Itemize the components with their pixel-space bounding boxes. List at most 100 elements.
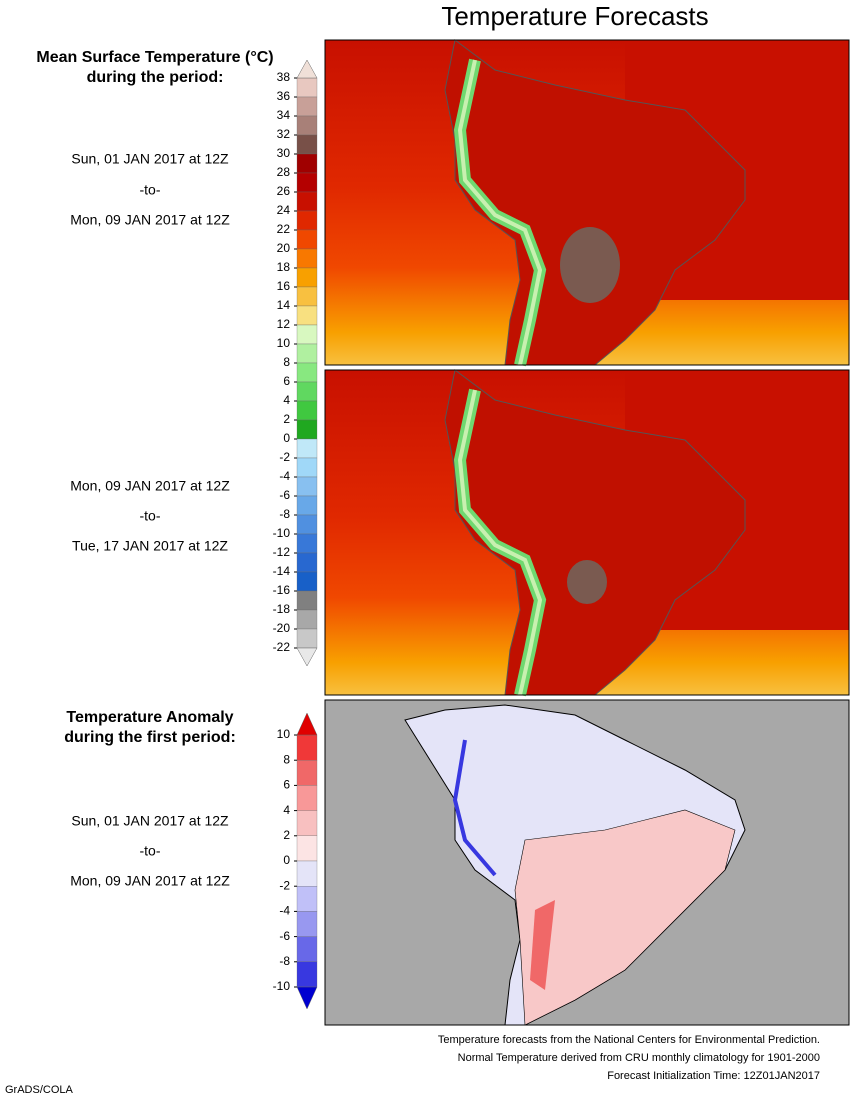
color-bin <box>296 248 318 269</box>
tick-label: -18 <box>273 602 291 616</box>
over-arrow <box>296 59 318 79</box>
tick-label: 16 <box>277 279 291 293</box>
color-bin <box>296 533 318 554</box>
tick-label: 2 <box>283 412 290 426</box>
color-bin <box>296 514 318 535</box>
color-bin <box>296 286 318 307</box>
map-panel-1 <box>325 40 849 365</box>
tick-label: 4 <box>283 803 290 817</box>
color-bin <box>296 911 318 937</box>
tick-label: -4 <box>279 904 290 918</box>
credit: GrADS/COLA <box>5 1084 74 1096</box>
legend-heading: Temperature Anomaly <box>66 709 233 726</box>
color-bin <box>296 115 318 136</box>
period-end: Tue, 17 JAN 2017 at 12Z <box>72 538 228 554</box>
color-bin <box>296 590 318 611</box>
color-bin <box>296 362 318 383</box>
tick-label: 24 <box>277 203 291 217</box>
color-bin <box>296 134 318 155</box>
color-bin <box>296 552 318 573</box>
tick-label: -6 <box>279 488 290 502</box>
tick-label: 6 <box>283 778 290 792</box>
tick-label: 0 <box>283 431 290 445</box>
tick-label: -2 <box>279 878 290 892</box>
color-bin <box>296 961 318 988</box>
period-separator: -to- <box>140 508 161 524</box>
period-start: Sun, 01 JAN 2017 at 12Z <box>71 813 229 829</box>
color-bin <box>296 191 318 212</box>
color-bin <box>296 457 318 478</box>
tick-label: -12 <box>273 545 291 559</box>
period-end: Mon, 09 JAN 2017 at 12Z <box>70 212 230 228</box>
tick-label: 28 <box>277 165 291 179</box>
color-bin <box>296 760 318 786</box>
tick-label: 14 <box>277 298 291 312</box>
tick-label: -8 <box>279 954 290 968</box>
color-bin <box>296 305 318 326</box>
tick-label: 26 <box>277 184 291 198</box>
tick-label: 34 <box>277 108 291 122</box>
tick-label: 12 <box>277 317 291 331</box>
tick-label: -20 <box>273 621 291 635</box>
tick-label: 10 <box>277 336 291 350</box>
under-arrow <box>296 647 318 667</box>
tick-label: 10 <box>277 727 291 741</box>
tick-label: 36 <box>277 89 291 103</box>
color-bin <box>296 495 318 516</box>
tick-label: -2 <box>279 450 290 464</box>
color-bin <box>296 628 318 649</box>
under-arrow <box>296 986 318 1010</box>
period-separator: -to- <box>140 182 161 198</box>
map-panel-2 <box>325 370 849 695</box>
tick-label: -16 <box>273 583 291 597</box>
tick-label: 38 <box>277 70 291 84</box>
color-bin <box>296 438 318 459</box>
tick-label: 20 <box>277 241 291 255</box>
period-start: Sun, 01 JAN 2017 at 12Z <box>71 151 229 167</box>
color-bin <box>296 96 318 117</box>
tick-label: -10 <box>273 979 291 993</box>
tick-label: -10 <box>273 526 291 540</box>
color-bin <box>296 860 318 887</box>
tick-label: -22 <box>273 640 291 654</box>
tick-label: -8 <box>279 507 290 521</box>
color-bin <box>296 785 318 811</box>
tick-label: -14 <box>273 564 291 578</box>
tick-label: 4 <box>283 393 290 407</box>
period-separator: -to- <box>140 843 161 859</box>
color-bin <box>296 267 318 288</box>
tick-label: -4 <box>279 469 290 483</box>
color-bin <box>296 476 318 497</box>
color-bin <box>296 734 318 761</box>
color-bin <box>296 77 318 98</box>
tick-label: -6 <box>279 929 290 943</box>
color-bin <box>296 381 318 402</box>
tick-label: 30 <box>277 146 291 160</box>
footer-note: Temperature forecasts from the National … <box>438 1034 820 1046</box>
legend-heading: Mean Surface Temperature (°C) <box>36 49 273 66</box>
tick-label: 8 <box>283 752 290 766</box>
color-bin <box>296 571 318 592</box>
over-arrow <box>296 712 318 736</box>
color-bin <box>296 886 318 912</box>
color-bin <box>296 229 318 250</box>
legend-heading: during the first period: <box>64 729 236 746</box>
color-bin <box>296 400 318 421</box>
period-end: Mon, 09 JAN 2017 at 12Z <box>70 873 230 889</box>
footer-note: Forecast Initialization Time: 12Z01JAN20… <box>607 1070 820 1082</box>
footer-note: Normal Temperature derived from CRU mont… <box>458 1052 820 1064</box>
tick-label: 22 <box>277 222 291 236</box>
color-bin <box>296 324 318 345</box>
map-panel-3 <box>324 699 850 1026</box>
title: Temperature Forecasts <box>441 1 708 31</box>
color-bin <box>296 343 318 364</box>
tick-label: 18 <box>277 260 291 274</box>
color-bin <box>296 936 318 962</box>
tick-label: 0 <box>283 853 290 867</box>
color-bin <box>296 419 318 440</box>
tick-label: 8 <box>283 355 290 369</box>
tick-label: 2 <box>283 828 290 842</box>
tick-label: 32 <box>277 127 291 141</box>
legend-heading: during the period: <box>87 69 224 86</box>
